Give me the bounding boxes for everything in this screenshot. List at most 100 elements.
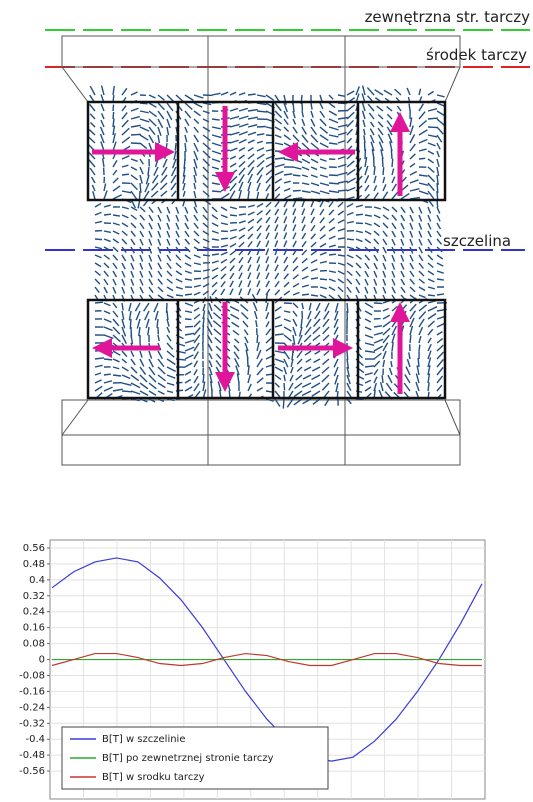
field-vector xyxy=(95,247,102,249)
field-vector xyxy=(338,95,345,96)
field-vector xyxy=(306,319,311,327)
field-vector xyxy=(284,319,291,321)
field-vector xyxy=(338,125,348,127)
field-vector xyxy=(407,88,410,95)
field-vector xyxy=(428,231,431,237)
field-vector xyxy=(131,125,141,127)
field-vector xyxy=(338,157,345,159)
field-vector xyxy=(185,294,192,295)
field-vector xyxy=(209,353,212,359)
field-vector xyxy=(365,335,373,338)
field-vector xyxy=(194,278,201,279)
field-vector xyxy=(131,287,134,293)
field-vector xyxy=(230,191,235,199)
field-vector xyxy=(338,279,344,283)
field-vector xyxy=(104,381,112,383)
field-vector xyxy=(248,241,252,247)
field-vector xyxy=(275,187,280,191)
field-vector xyxy=(221,274,226,279)
field-vector xyxy=(213,313,221,319)
field-vector xyxy=(234,339,239,343)
field-vector xyxy=(239,257,243,263)
field-vector xyxy=(275,240,278,247)
field-vector xyxy=(257,204,263,207)
legend-label: B[T] po zewnetrznej stronie tarczy xyxy=(102,753,274,764)
field-vector xyxy=(158,279,162,284)
field-vector xyxy=(131,391,140,394)
field-vector xyxy=(419,207,422,213)
field-vector xyxy=(257,281,260,287)
field-vector xyxy=(301,319,302,328)
field-vector xyxy=(89,160,95,167)
field-vector xyxy=(275,233,278,239)
field-vector xyxy=(171,175,176,183)
field-vector xyxy=(428,307,437,311)
field-vector xyxy=(335,335,338,341)
field-vector xyxy=(365,263,369,269)
field-vector xyxy=(383,239,387,245)
field-vector xyxy=(347,222,354,223)
field-vector xyxy=(347,112,354,119)
field-vector xyxy=(290,375,293,381)
field-vector xyxy=(284,359,288,367)
field-vector xyxy=(266,193,269,199)
field-vector xyxy=(311,251,317,255)
field-vector xyxy=(167,367,176,371)
y-tick-label: 0.24 xyxy=(23,607,45,618)
field-vector xyxy=(410,326,412,335)
field-vector xyxy=(293,143,301,149)
field-vector xyxy=(136,311,140,320)
field-vector xyxy=(356,239,363,242)
field-vector xyxy=(293,175,300,176)
field-vector xyxy=(266,217,270,223)
field-vector xyxy=(410,180,418,183)
field-vector xyxy=(149,239,152,245)
field-vector xyxy=(149,215,153,221)
field-vector xyxy=(347,383,351,391)
field-vector xyxy=(104,239,111,241)
field-vector xyxy=(410,255,413,261)
field-vector xyxy=(437,359,443,367)
field-vector xyxy=(419,175,428,176)
field-vector xyxy=(122,239,127,244)
field-vector xyxy=(311,135,318,142)
field-vector xyxy=(419,89,421,95)
field-vector xyxy=(347,204,353,207)
field-vector xyxy=(140,223,144,229)
field-vector xyxy=(176,95,183,102)
field-vector xyxy=(234,352,239,359)
field-vector xyxy=(113,178,118,183)
field-vector xyxy=(140,127,149,131)
field-vector xyxy=(158,119,163,128)
field-vector xyxy=(293,275,298,279)
field-vector xyxy=(245,337,248,343)
field-vector xyxy=(275,111,282,118)
field-vector xyxy=(167,351,174,357)
field-vector xyxy=(386,383,392,391)
field-vector xyxy=(428,271,434,275)
field-vector xyxy=(158,95,164,100)
field-vector xyxy=(356,214,363,215)
field-vector xyxy=(221,223,228,225)
field-vector xyxy=(257,218,262,223)
field-vector xyxy=(320,295,326,298)
field-vector xyxy=(356,279,360,285)
field-vector xyxy=(293,127,297,133)
field-vector xyxy=(303,375,311,379)
field-vector xyxy=(284,181,291,183)
field-vector xyxy=(293,167,301,169)
field-vector xyxy=(293,257,297,263)
field-vector xyxy=(275,103,281,111)
field-vector xyxy=(374,239,379,244)
field-vector xyxy=(212,239,219,240)
field-vector xyxy=(113,351,120,355)
field-vector xyxy=(293,119,296,124)
field-vector xyxy=(284,367,286,374)
field-vector xyxy=(320,261,327,263)
field-vector xyxy=(395,89,401,95)
field-vector xyxy=(410,304,416,311)
field-vector xyxy=(113,389,123,391)
field-vector xyxy=(437,215,440,221)
field-vector xyxy=(230,273,234,279)
field-vector xyxy=(203,143,210,149)
